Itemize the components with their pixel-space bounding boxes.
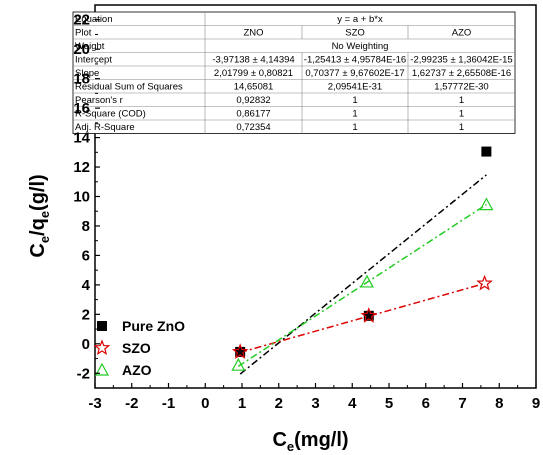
table-cell: 1	[352, 95, 357, 106]
table-cell: 0,70377 ± 9,67602E-17	[305, 68, 404, 79]
legend-marker-szo	[93, 339, 111, 356]
point-pure-zno	[481, 146, 492, 157]
table-merged-cell: No Weighting	[332, 41, 389, 52]
fit-line-azo	[237, 203, 487, 367]
table-cell: ZNO	[243, 28, 263, 39]
table-row-label: R-Square (COD)	[75, 109, 146, 120]
table-cell: 1,57772E-30	[434, 82, 488, 93]
legend-label: SZO	[122, 340, 151, 356]
y-tick-label: 4	[82, 277, 91, 294]
x-tick-label: -1	[162, 395, 175, 412]
y-tick-label: 18	[73, 71, 90, 88]
x-tick-label: 9	[532, 395, 540, 412]
y-tick-label: 12	[73, 159, 90, 176]
y-axis-title: Ce/qe(g/l)	[27, 174, 52, 257]
point-szo	[476, 274, 493, 291]
point-pure-zno	[363, 310, 374, 321]
table-frame	[72, 11, 516, 134]
fit-line-szo	[239, 282, 485, 354]
table-row-label: Plot	[75, 28, 92, 39]
point-szo	[360, 307, 378, 323]
x-tick-label: 1	[238, 395, 246, 412]
x-tick-label: -3	[88, 395, 101, 412]
legend-marker-azo	[94, 362, 110, 376]
point-szo	[231, 343, 249, 359]
table-cell: 1	[352, 109, 357, 120]
table-row-label: Weight	[75, 41, 105, 52]
table-row-label: Adj. R-Square	[75, 122, 135, 133]
x-tick-label: 5	[385, 395, 393, 412]
x-tick-label: -2	[125, 395, 138, 412]
table-cell: 1	[459, 122, 464, 133]
legend: Pure ZnO SZO AZO	[93, 318, 185, 378]
table-cell: 1,62737 ± 2,65508E-16	[412, 68, 511, 79]
y-tick-label: 10	[73, 189, 90, 206]
x-tick-label: 4	[348, 395, 357, 412]
table-merged-cell: y = a + b*x	[337, 14, 383, 25]
table-cell: AZO	[452, 28, 472, 39]
table-row-label: Residual Sum of Squares	[75, 82, 183, 93]
table-cell: -3,97138 ± 4,14394	[212, 55, 294, 66]
legend-label: AZO	[122, 362, 152, 378]
x-tick-label: 2	[275, 395, 283, 412]
point-pure-zno	[235, 346, 246, 357]
point-azo	[231, 357, 246, 371]
x-tick-label: 8	[495, 395, 503, 412]
y-tick-label: 14	[73, 130, 90, 147]
legend-label: Pure ZnO	[122, 318, 185, 334]
data-markers	[231, 146, 494, 371]
point-azo	[479, 197, 494, 211]
x-axis-title: Ce(mg/l)	[272, 429, 348, 454]
y-tick-label: 2	[82, 306, 90, 323]
y-tick-label: 22	[73, 12, 90, 29]
y-tick-label: 8	[82, 218, 90, 235]
y-tick-label: 16	[73, 100, 90, 117]
table-row-label: Equation	[75, 14, 113, 25]
x-tick-label: 3	[311, 395, 319, 412]
table-cell: 0,92832	[236, 95, 270, 106]
table-cell: 2,09541E-31	[328, 82, 382, 93]
point-azo	[359, 274, 374, 288]
y-tick-label: -2	[77, 365, 90, 382]
y-tick-label: 6	[82, 247, 90, 264]
x-tick-label: 6	[422, 395, 430, 412]
fit-results-table: Equation y = a + b*x Plot ZNO SZO AZO Weight No…	[72, 11, 516, 134]
table-cell: 2,01799 ± 0,80821	[214, 68, 293, 79]
x-tick-label: 0	[201, 395, 209, 412]
table-cell: 1	[459, 95, 464, 106]
table-row-label: Intercept	[75, 55, 112, 66]
x-tick-label: 7	[458, 395, 466, 412]
fit-lines	[237, 174, 487, 375]
table-cell: 1	[459, 109, 464, 120]
table-cell: -1,25413 ± 4,95784E-16	[304, 55, 406, 66]
fit-line-pure-zno	[239, 174, 487, 375]
y-tick-label: 0	[82, 336, 90, 353]
table-cell: 14,65081	[234, 82, 274, 93]
table-cell: -2,99235 ± 1,36042E-15	[410, 55, 512, 66]
table-cell: 0,86177	[236, 109, 270, 120]
table-row-label: Slope	[75, 68, 99, 79]
legend-marker-pure-zno	[97, 321, 107, 331]
table-row-label: Pearson's r	[75, 95, 123, 106]
table-cell: 0,72354	[236, 122, 270, 133]
table-cell: SZO	[345, 28, 365, 39]
y-tick-label: 20	[73, 41, 90, 58]
table-cell: 1	[352, 122, 357, 133]
